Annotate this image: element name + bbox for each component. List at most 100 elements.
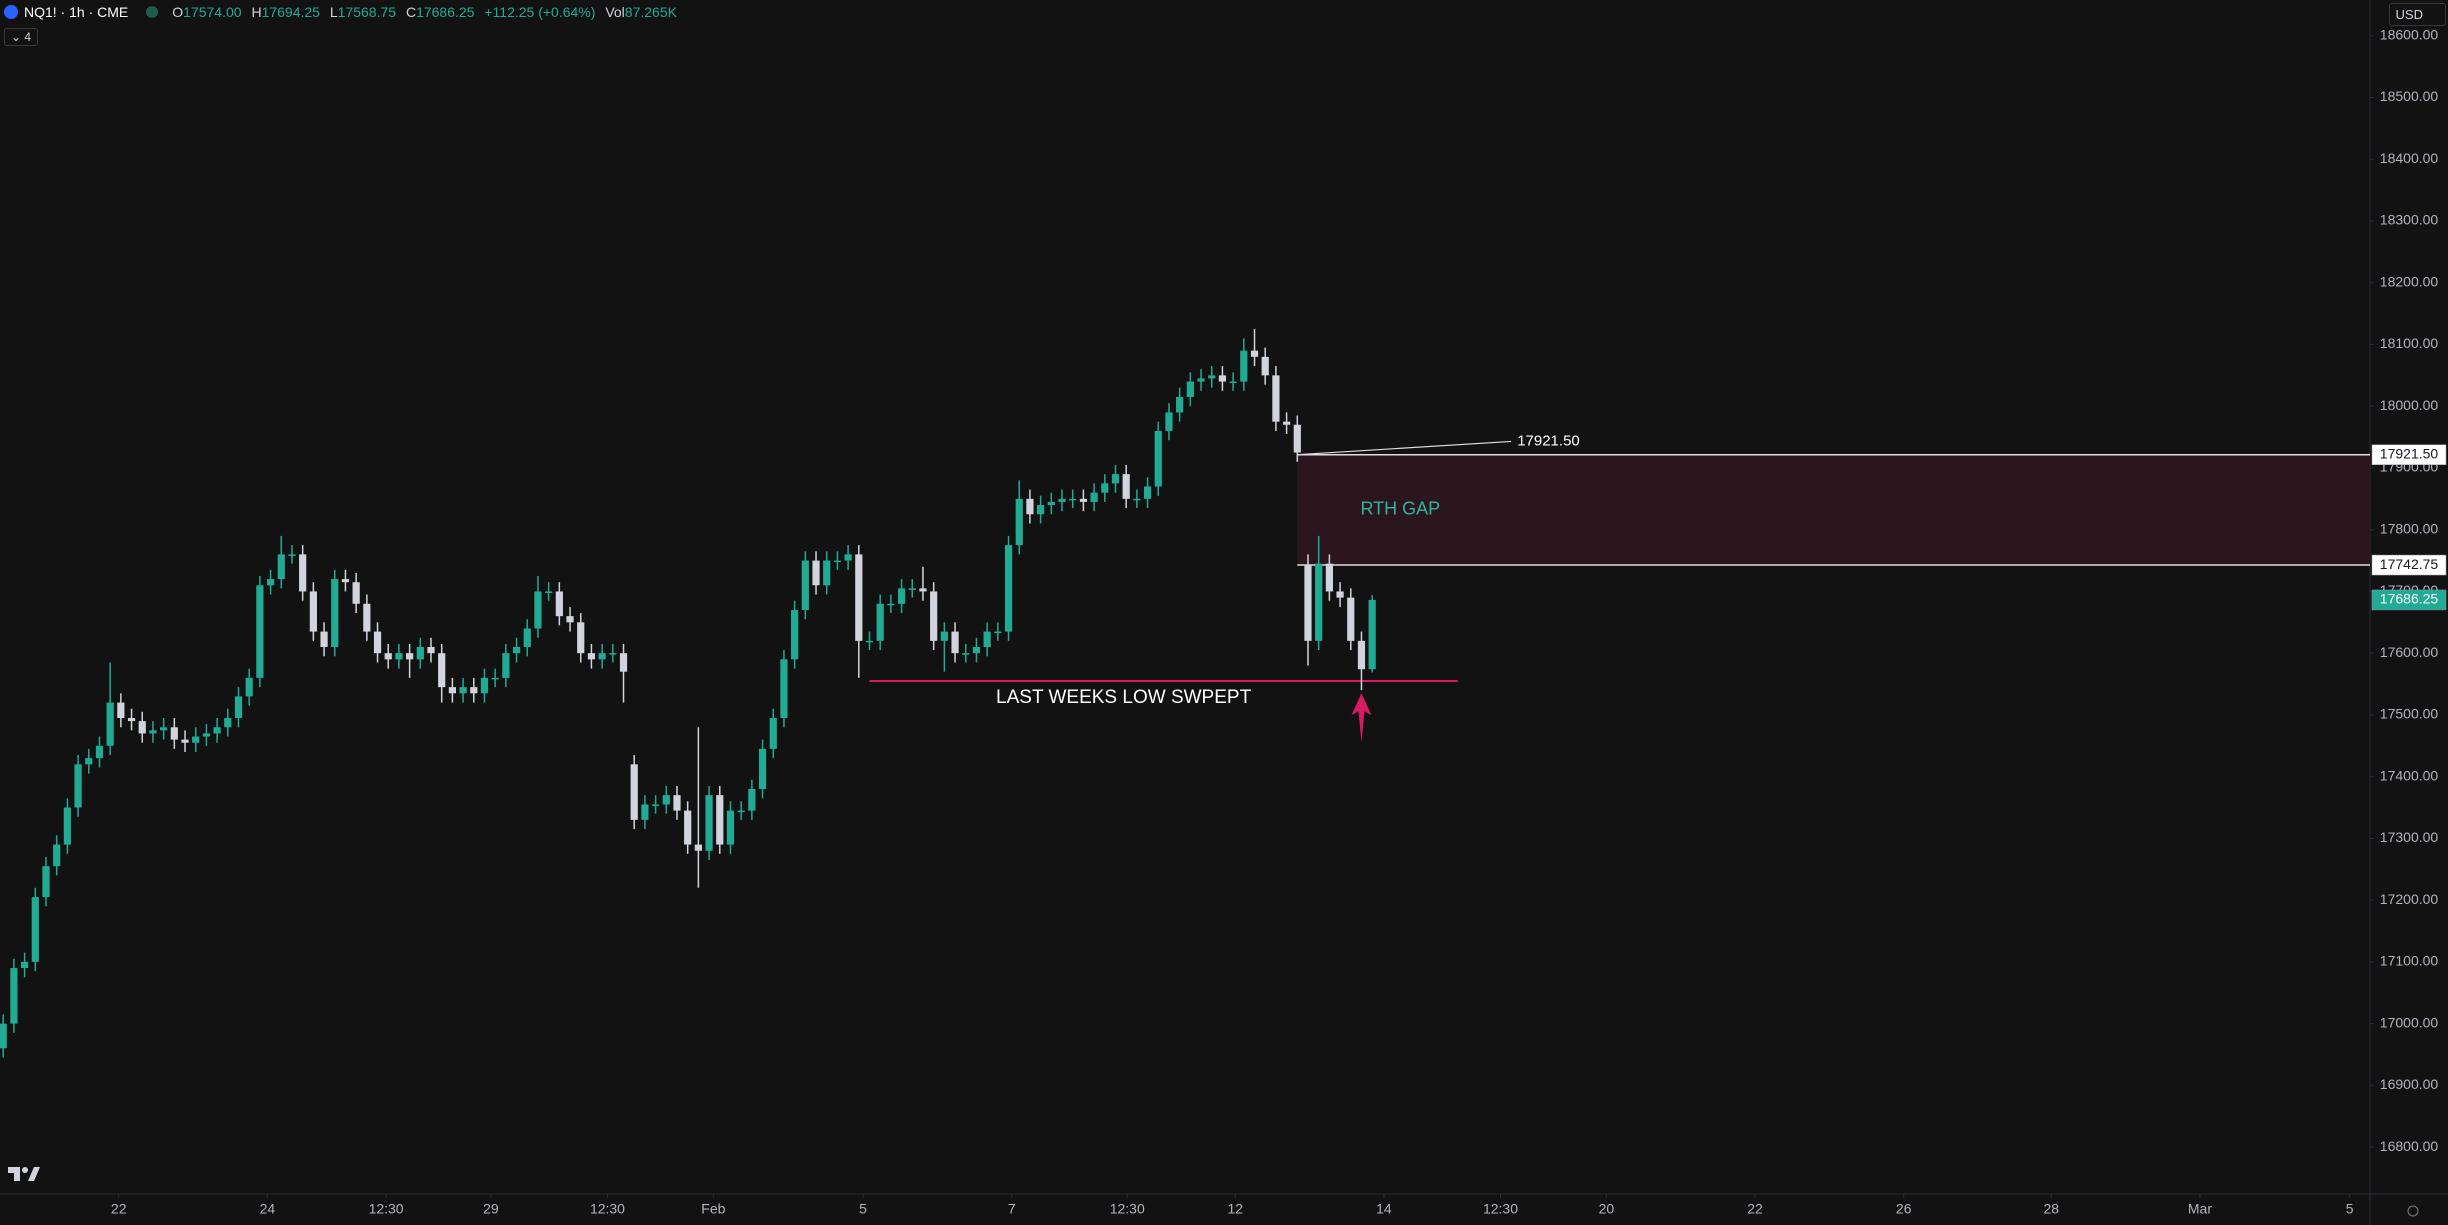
currency-button[interactable]: USD: [2388, 3, 2446, 26]
x-tick-label: 5: [2346, 1201, 2354, 1217]
candle-body: [491, 677, 499, 680]
candle-body: [170, 727, 178, 740]
symbol[interactable]: NQ1! · 1h · CME: [24, 4, 129, 20]
candle-body: [1304, 565, 1312, 641]
candle-body: [288, 554, 296, 556]
gap-top-tag-bg: [2371, 444, 2447, 465]
x-tick-label: 12: [1227, 1201, 1243, 1217]
candle-body: [1122, 474, 1130, 499]
y-tick-label: 17600.00: [2380, 644, 2439, 660]
candle-body: [1090, 492, 1098, 502]
candle-body: [181, 739, 189, 743]
candle-body: [758, 748, 767, 790]
y-tick-label: 17400.00: [2380, 767, 2439, 783]
candle-body: [406, 653, 414, 660]
y-tick-label: 16900.00: [2380, 1076, 2439, 1092]
candle-body: [694, 844, 702, 851]
candle-body: [427, 647, 435, 654]
candle-body: [737, 810, 745, 813]
y-tick-label: 17000.00: [2380, 1014, 2439, 1030]
candle-body: [1154, 430, 1162, 487]
candle-body: [919, 588, 927, 592]
indicators-toggle[interactable]: ⌄ 4: [4, 28, 39, 46]
candle-body: [887, 603, 895, 606]
candle-body: [1197, 378, 1205, 382]
candle-body: [1283, 421, 1291, 425]
candle-body: [459, 687, 467, 694]
candle-body: [587, 653, 596, 660]
candle-body: [769, 718, 777, 749]
candle-body: [480, 677, 489, 694]
candle-body: [416, 647, 424, 660]
candle-body: [213, 727, 221, 734]
candle-body: [512, 647, 521, 654]
candle-body: [149, 730, 157, 734]
x-tick-label: Feb: [701, 1201, 725, 1217]
candle-body: [10, 968, 18, 1024]
candle-body: [85, 758, 93, 765]
candle-body: [1261, 356, 1269, 376]
candle-body: [256, 585, 264, 678]
y-tick-label: 18600.00: [2380, 27, 2439, 43]
candle-body: [192, 736, 200, 743]
candle-body: [1165, 412, 1173, 431]
x-tick-label: 28: [2044, 1201, 2060, 1217]
gap-bottom-tag: 17742.75: [2380, 556, 2439, 572]
candle-body: [224, 718, 232, 728]
candle-body: [1240, 350, 1248, 382]
high-value: 17694.25: [261, 4, 320, 20]
candle-body: [823, 560, 831, 586]
candle-body: [930, 591, 938, 641]
candle-body: [127, 718, 136, 722]
candle-body: [1186, 381, 1194, 397]
candle-body: [1218, 375, 1227, 382]
y-tick-label: 17200.00: [2380, 891, 2439, 907]
candle-body: [74, 764, 82, 808]
y-tick-label: 17500.00: [2380, 706, 2439, 722]
candle-body: [577, 622, 585, 654]
candle-body: [791, 609, 799, 660]
candle-body: [95, 745, 104, 759]
x-tick-label: 7: [1008, 1201, 1016, 1217]
y-tick-label: 18400.00: [2380, 150, 2439, 166]
candle-body: [1293, 424, 1301, 453]
open-label: O: [172, 4, 184, 20]
candle-body: [299, 554, 307, 592]
candle-body: [1272, 375, 1280, 422]
gap-top-tag: 17921.50: [2380, 445, 2439, 461]
y-tick-label: 17300.00: [2380, 829, 2439, 845]
gap-zone: [1297, 454, 2370, 566]
candle-body: [1101, 483, 1109, 493]
low-value: 17568.75: [337, 4, 397, 20]
candle-body: [138, 721, 146, 734]
candle-body: [1111, 474, 1120, 484]
callout-label: 17921.50: [1517, 432, 1580, 449]
candle-body: [801, 560, 809, 610]
candle-body: [331, 579, 339, 648]
candle-body: [384, 653, 392, 660]
settings-icon[interactable]: [2407, 1205, 2419, 1217]
candle-body: [833, 560, 842, 563]
x-tick-label: 22: [111, 1201, 127, 1217]
high-label: H: [251, 4, 262, 20]
candle-body: [53, 844, 61, 867]
candle-body: [1347, 597, 1355, 641]
candle-body: [844, 554, 852, 561]
symbol-icon: [4, 5, 18, 19]
candle-body: [1047, 501, 1055, 506]
candle-body: [1336, 591, 1344, 598]
candle-body: [876, 603, 884, 641]
change: +112.25 (+0.64%): [484, 4, 596, 20]
candle-body: [31, 897, 39, 962]
x-tick-label: 26: [1896, 1201, 1912, 1217]
candle-body: [266, 579, 275, 586]
candle-body: [1315, 563, 1323, 641]
x-tick-label: 12:30: [1483, 1201, 1518, 1217]
candle-body: [373, 631, 382, 654]
x-tick-label: 14: [1376, 1201, 1392, 1217]
candle-body: [1208, 375, 1216, 379]
y-tick-label: 18500.00: [2380, 88, 2439, 104]
candle-body: [897, 588, 906, 604]
